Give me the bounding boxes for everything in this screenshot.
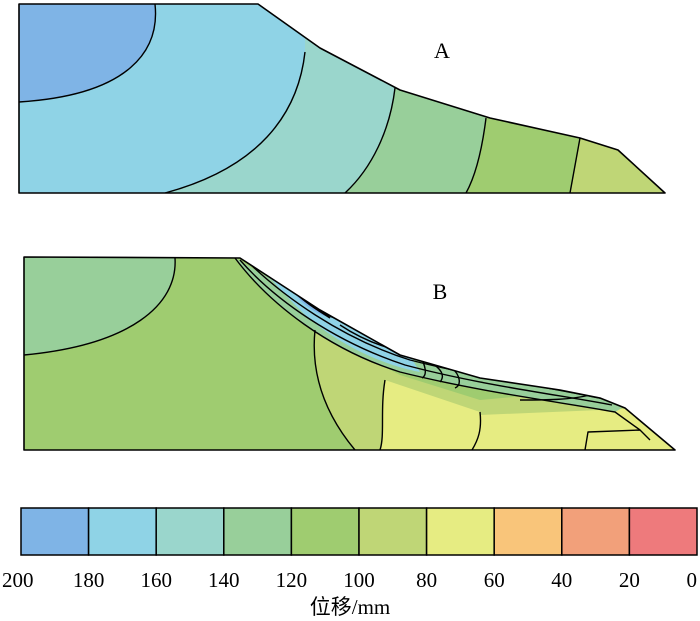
colorbar-tick-label: 20 (619, 568, 640, 592)
panel-a-contour-180 (19, 4, 157, 103)
panel-a-outline (18, 3, 666, 194)
panel-b-shear-line-1 (234, 257, 641, 431)
panel-b: B (23, 256, 676, 451)
colorbar-legend (20, 507, 698, 556)
colorbar-tick-label: 0 (687, 568, 698, 592)
panel-b-shear-line-2 (239, 259, 613, 406)
colorbar-tick-label: 160 (140, 568, 172, 592)
panel-a: A (18, 3, 666, 194)
panel-b-band-120-140-left (24, 257, 176, 355)
colorbar-swatch (20, 507, 90, 556)
colorbar-swatch (223, 507, 293, 556)
colorbar-tick-label: 80 (416, 568, 437, 592)
panel-a-contour-140 (344, 87, 396, 193)
panel-b-contour-mid (313, 329, 356, 450)
colorbar-swatch (155, 507, 225, 556)
colorbar-swatch (425, 507, 495, 556)
panel-b-outline (23, 256, 676, 451)
colorbar-swatch (290, 507, 360, 556)
colorbar-tick-label: 180 (73, 568, 105, 592)
colorbar-tick-label: 40 (551, 568, 572, 592)
colorbar-tick-label: 120 (276, 568, 308, 592)
colorbar-tick-labels: 200 180 160 140 120 100 80 60 40 20 0 (2, 568, 697, 592)
colorbar-swatch (628, 507, 698, 556)
colorbar-tick-label: 200 (2, 568, 34, 592)
panel-b-band-60-80-b (380, 380, 481, 450)
panel-b-label: B (433, 279, 448, 304)
colorbar-tick-label: 140 (208, 568, 240, 592)
colorbar-swatch (358, 507, 428, 556)
panel-b-shear-180 (262, 268, 420, 372)
colorbar-tick-label: 100 (343, 568, 375, 592)
panel-b-contour-right-b (471, 411, 482, 450)
colorbar-swatch (493, 507, 563, 556)
colorbar-swatch (87, 507, 157, 556)
colorbar-swatch (561, 507, 631, 556)
panel-a-band-200 (19, 4, 156, 102)
panel-a-label: A (434, 38, 450, 63)
panel-b-contour-toe (584, 429, 651, 450)
panel-a-contour-120 (465, 117, 487, 193)
panel-b-contour-right-a (379, 379, 386, 450)
panel-a-contour-160 (164, 51, 306, 193)
panel-b-shear-line-10 (519, 394, 591, 401)
colorbar-unit-label: 位移/mm (310, 595, 391, 619)
panel-b-contour-left (24, 257, 176, 356)
panel-a-contour-100 (569, 137, 581, 193)
colorbar-tick-label: 60 (484, 568, 505, 592)
